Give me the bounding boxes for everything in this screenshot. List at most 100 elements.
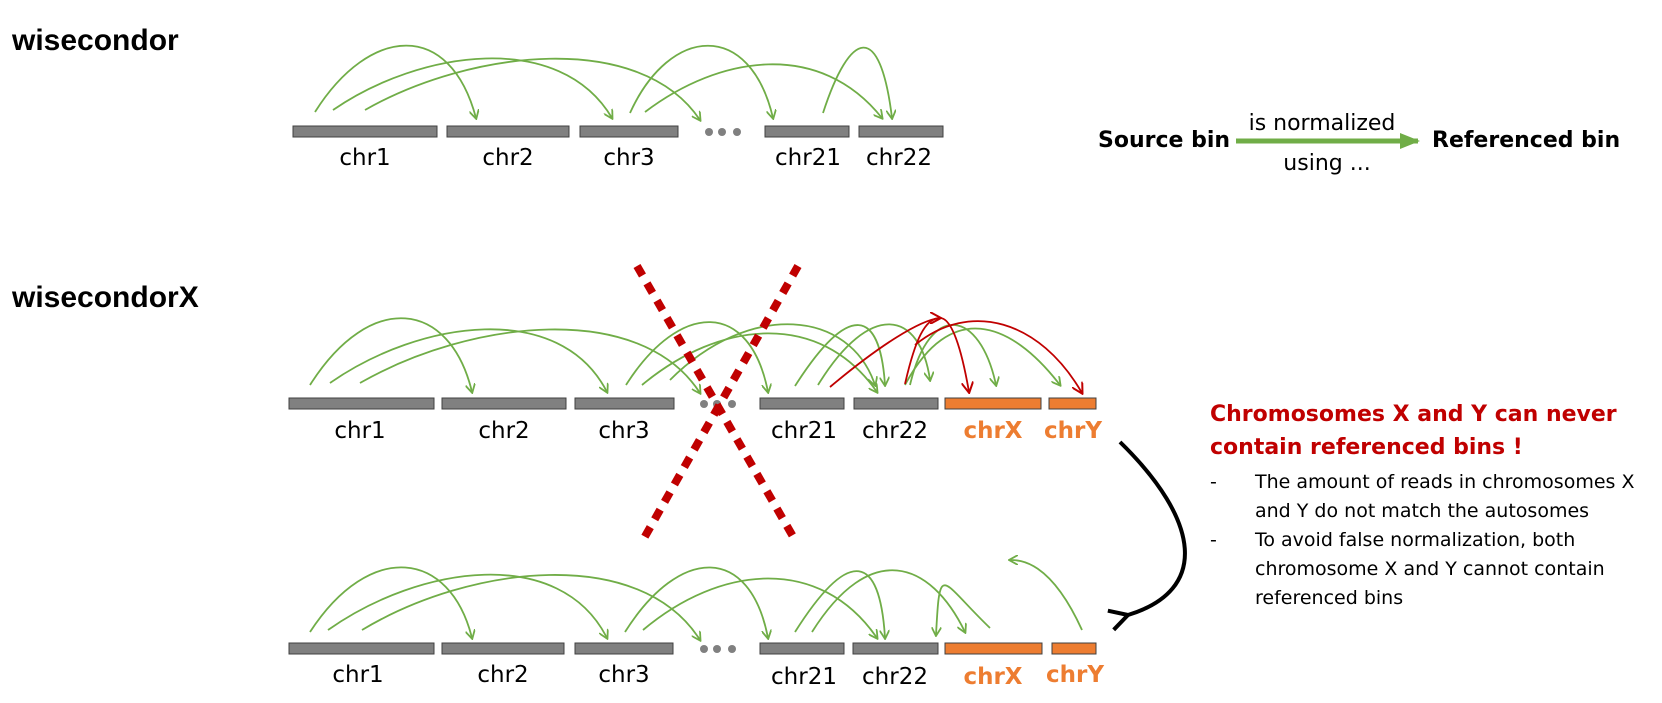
arc [361, 574, 700, 640]
arc [309, 317, 472, 392]
note-heading-line2: contain referenced bins ! [1210, 435, 1523, 460]
arc [327, 573, 607, 638]
arc [794, 324, 885, 386]
arc [642, 577, 877, 638]
label-chr2: chr2 [478, 418, 529, 444]
legend-target-label: Referenced bin [1432, 128, 1620, 153]
bar-chr3 [574, 642, 674, 655]
bar-chr21 [759, 397, 845, 410]
label-chrY: chrY [1046, 662, 1104, 688]
arc [904, 327, 1060, 385]
dot [700, 645, 708, 653]
arc [822, 46, 892, 118]
note-item: - To avoid false normalization, both chr… [1210, 526, 1640, 613]
dot [728, 645, 736, 653]
label-chrX: chrX [963, 664, 1022, 690]
dot [718, 128, 726, 136]
label-chr22: chr22 [862, 418, 928, 444]
arc [641, 332, 877, 392]
row-wisecondorx-original: chr1 chr2 chr3 chr21 chr22 chrX chrY [288, 264, 1102, 542]
dot [733, 128, 741, 136]
bar-chr3 [579, 125, 679, 138]
bar-chrY [1048, 397, 1097, 410]
arc [811, 569, 965, 632]
note-box: Chromosomes X and Y can never contain re… [1210, 398, 1640, 613]
label-chr21: chr21 [771, 418, 837, 444]
bar-chr21 [759, 642, 845, 655]
bar-chr1 [288, 642, 435, 655]
bar-chr1 [288, 397, 435, 410]
label-chr1: chr1 [339, 145, 390, 171]
label-chr3: chr3 [598, 662, 649, 688]
dot [713, 645, 721, 653]
label-chr1: chr1 [334, 418, 385, 444]
arc-red [914, 320, 1082, 393]
bar-chr22 [858, 125, 944, 138]
label-chr2: chr2 [477, 662, 528, 688]
arc [625, 321, 768, 392]
label-chr22: chr22 [866, 145, 932, 171]
note-item-line: referenced bins [1255, 587, 1404, 609]
arc [644, 63, 882, 118]
label-chr3: chr3 [603, 145, 654, 171]
label-chr22: chr22 [862, 664, 928, 690]
arcs-row1 [314, 44, 892, 120]
cross-line [633, 264, 799, 542]
bar-chr2 [441, 397, 567, 410]
row-wisecondor: chr1 chr2 chr3 chr21 chr22 [292, 44, 944, 171]
note-heading: Chromosomes X and Y can never contain re… [1210, 398, 1640, 464]
note-item-line: The amount of reads in chromosomes X [1255, 471, 1635, 493]
label-chr2: chr2 [482, 145, 533, 171]
bullet-dash: - [1210, 471, 1217, 493]
legend-source-label: Source bin [1098, 128, 1230, 153]
cross-line [639, 264, 802, 542]
dot [728, 400, 736, 408]
arcs-row3 [309, 560, 1083, 640]
arc [314, 44, 476, 118]
arc [1010, 560, 1083, 631]
label-chr3: chr3 [598, 418, 649, 444]
bar-chrY [1051, 642, 1097, 655]
label-chr21: chr21 [771, 664, 837, 690]
arc [909, 324, 996, 385]
title-wisecondor: wisecondor [12, 24, 179, 57]
bar-chr21 [764, 125, 850, 138]
chrom-labels-row2: chr1 chr2 chr3 chr21 chr22 chrX chrY [334, 418, 1102, 444]
chrom-bars-row1 [292, 125, 944, 138]
note-item-text: The amount of reads in chromosomes X and… [1255, 468, 1634, 526]
bar-chrX [944, 642, 1043, 655]
label-chr21: chr21 [775, 145, 841, 171]
ellipsis-dots-row1 [705, 128, 741, 136]
label-chr1: chr1 [332, 662, 383, 688]
arc [309, 566, 472, 638]
note-item: - The amount of reads in chromosomes X a… [1210, 468, 1640, 526]
dot [700, 400, 708, 408]
bar-chr3 [574, 397, 675, 410]
arc-red [904, 318, 940, 385]
note-item-line: and Y do not match the autosomes [1255, 500, 1590, 522]
note-heading-line1: Chromosomes X and Y can never [1210, 402, 1617, 427]
arc [936, 584, 991, 635]
bar-chr1 [292, 125, 438, 138]
dot [705, 128, 713, 136]
ellipsis-dots-row3 [700, 645, 736, 653]
arcs-row2 [309, 317, 1060, 393]
arc [332, 57, 612, 118]
label-chrY: chrY [1044, 418, 1102, 444]
arc [817, 323, 930, 386]
arc [329, 328, 607, 392]
legend-arrow-bottom: using ... [1283, 151, 1370, 176]
arc [364, 57, 700, 120]
chrom-bars-row3 [288, 642, 1097, 655]
bar-chr2 [441, 642, 565, 655]
chrom-bars-row2 [288, 397, 1097, 410]
chrom-labels-row1: chr1 chr2 chr3 chr21 chr22 [339, 145, 932, 171]
note-item-text: To avoid false normalization, both chrom… [1255, 526, 1605, 613]
legend-arrow-top: is normalized [1249, 111, 1396, 136]
bar-chr2 [446, 125, 570, 138]
bar-chr22 [852, 642, 939, 655]
cross-out [633, 264, 802, 542]
label-chrX: chrX [963, 418, 1022, 444]
title-wisecondorx: wisecondorX [12, 281, 199, 314]
